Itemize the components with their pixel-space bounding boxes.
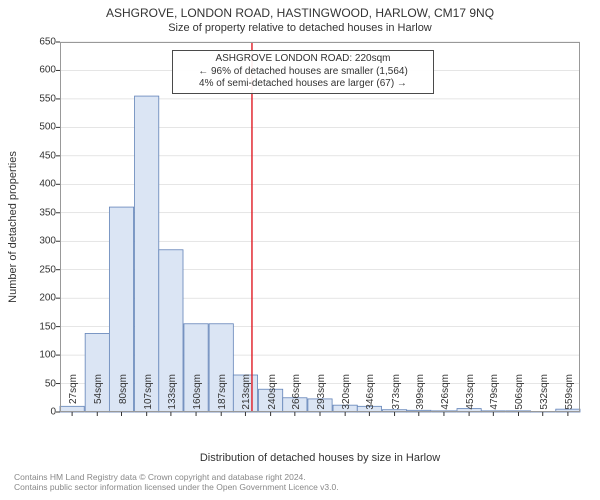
footer-line2: Contains public sector information licen… <box>14 482 586 492</box>
x-tick-label: 346sqm <box>365 374 376 414</box>
y-tick-label: 50 <box>45 378 60 389</box>
x-tick-label: 54sqm <box>93 374 104 414</box>
y-tick-label: 650 <box>39 37 60 48</box>
y-tick-label: 500 <box>39 122 60 133</box>
annotation-box: ASHGROVE LONDON ROAD: 220sqm← 96% of det… <box>172 50 434 94</box>
y-tick-label: 450 <box>39 150 60 161</box>
plot-area: ASHGROVE LONDON ROAD: 220sqm← 96% of det… <box>60 42 580 412</box>
x-tick-label: 399sqm <box>415 374 426 414</box>
x-tick-label: 240sqm <box>267 374 278 414</box>
annotation-line: 4% of semi-detached houses are larger (6… <box>177 78 429 91</box>
y-tick-label: 150 <box>39 321 60 332</box>
annotation-line: ASHGROVE LONDON ROAD: 220sqm <box>177 53 429 66</box>
x-tick-label: 80sqm <box>118 374 129 414</box>
y-tick-label: 250 <box>39 264 60 275</box>
y-tick-label: 100 <box>39 350 60 361</box>
y-tick-label: 400 <box>39 179 60 190</box>
chart-title-line2: Size of property relative to detached ho… <box>0 20 600 34</box>
y-tick-label: 350 <box>39 207 60 218</box>
x-tick-label: 27sqm <box>68 374 79 414</box>
x-tick-label: 133sqm <box>167 374 178 414</box>
y-tick-label: 550 <box>39 93 60 104</box>
y-axis-label: Number of detached properties <box>7 151 19 303</box>
chart-title-line1: ASHGROVE, LONDON ROAD, HASTINGWOOD, HARL… <box>0 0 600 20</box>
x-tick-label: 187sqm <box>217 374 228 414</box>
x-tick-label: 479sqm <box>489 374 500 414</box>
x-tick-label: 160sqm <box>192 374 203 414</box>
y-tick-label: 600 <box>39 65 60 76</box>
x-tick-label: 532sqm <box>539 374 550 414</box>
x-tick-label: 373sqm <box>391 374 402 414</box>
x-tick-label: 213sqm <box>241 374 252 414</box>
x-tick-label: 453sqm <box>465 374 476 414</box>
x-tick-label: 293sqm <box>316 374 327 414</box>
x-tick-label: 559sqm <box>564 374 575 414</box>
x-tick-label: 266sqm <box>291 374 302 414</box>
plot-border <box>60 42 580 412</box>
annotation-line: ← 96% of detached houses are smaller (1,… <box>177 66 429 79</box>
x-axis-label: Distribution of detached houses by size … <box>60 452 580 464</box>
y-tick-label: 200 <box>39 293 60 304</box>
y-tick-label: 300 <box>39 236 60 247</box>
y-axis-label-container: Number of detached properties <box>4 42 22 412</box>
x-tick-label: 320sqm <box>341 374 352 414</box>
x-tick-label: 107sqm <box>143 374 154 414</box>
y-tick-label: 0 <box>50 407 60 418</box>
figure: ASHGROVE, LONDON ROAD, HASTINGWOOD, HARL… <box>0 0 600 500</box>
footer: Contains HM Land Registry data © Crown c… <box>14 472 586 492</box>
x-tick-label: 426sqm <box>440 374 451 414</box>
footer-line1: Contains HM Land Registry data © Crown c… <box>14 472 586 482</box>
x-tick-label: 506sqm <box>514 374 525 414</box>
